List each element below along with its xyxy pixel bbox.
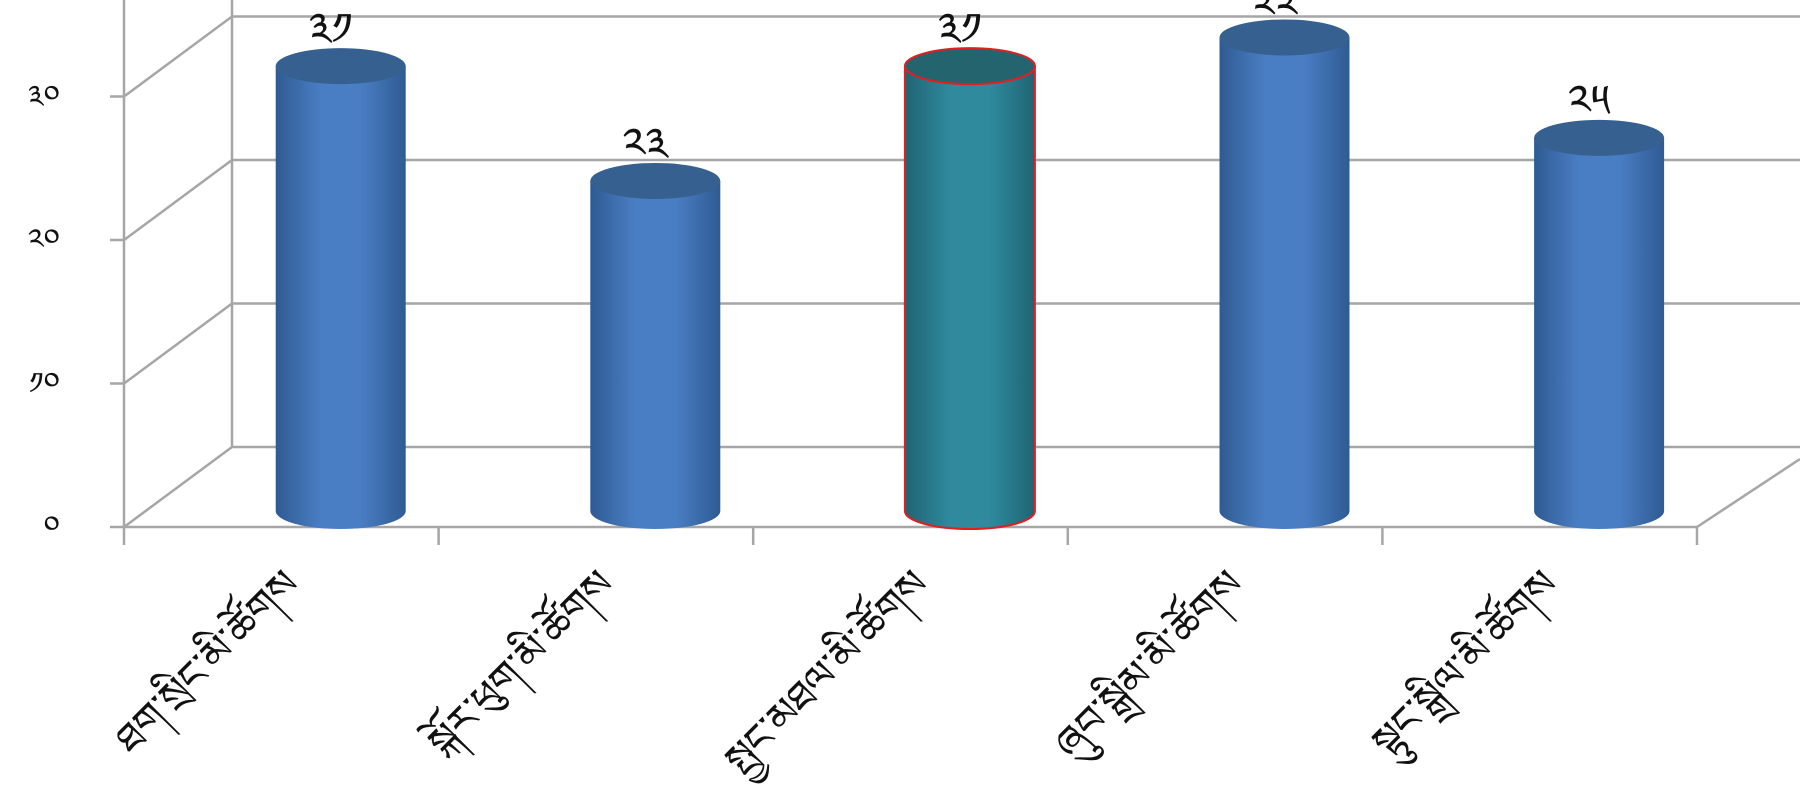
x-axis: [122, 525, 1699, 545]
bar-top: [275, 48, 406, 85]
category-label-3: སྤྱང་མཐལ་མི་ཚོགས: [708, 554, 945, 791]
bar-1: [275, 48, 406, 530]
bar-series: [275, 19, 1665, 530]
data-label-1: ༣༡: [309, 4, 353, 55]
category-label-4: ཞུབ་སྒྲིམ་མི་ཚོགས: [1038, 554, 1258, 774]
bar-4: [1219, 19, 1350, 529]
bar-top: [903, 47, 1036, 86]
bar-body: [590, 180, 721, 529]
bar-body: [903, 65, 1036, 530]
bar-top: [1219, 19, 1350, 56]
category-labels: ཐག་སྲིང་མི་ཚོགས སྐོར་ཕུག་མི་ཚོགས སྤྱང་མཐལ་…: [99, 554, 1575, 791]
side-diagonal-30: [123, 15, 233, 98]
data-label-5: ༢༥: [1568, 76, 1611, 127]
side-diagonal-20: [123, 158, 233, 242]
y-tick-label: ༣༠: [28, 80, 60, 115]
y-axis-ticks: ༠ ༡༠ ༢༠ ༣༠: [28, 0, 126, 545]
bar-body: [275, 66, 406, 530]
category-label-2: སྐོར་ཕུག་མི་ཚོགས: [411, 554, 629, 772]
bar-top: [590, 162, 721, 199]
data-label-3: ༣༡: [938, 4, 982, 55]
bar-2: [590, 162, 721, 529]
data-labels: ༣༡ ༢༣ ༣༡ ༣༣ ༢༥: [309, 0, 1611, 170]
data-label-2: ༢༣: [623, 119, 670, 170]
category-label-5: སྟུང་སྒྲིལ་མི་ཚོགས: [1355, 554, 1575, 774]
y-tick-label: ༡༠: [29, 367, 60, 402]
bar-3: [903, 47, 1036, 530]
data-label-4: ༣༣: [1252, 0, 1299, 26]
y-tick-label: ༢༠: [28, 223, 60, 258]
side-diagonal-0: [123, 445, 233, 529]
category-label-1: ཐག་སྲིང་མི་ཚོགས: [99, 554, 315, 770]
y-tick-label: ༠: [44, 510, 60, 545]
floor-right-edge: [1696, 457, 1800, 529]
bar-top: [1534, 119, 1665, 156]
side-diagonal-10: [123, 302, 233, 385]
bar-5: [1534, 119, 1665, 529]
bar-body: [1534, 137, 1665, 529]
bar-body: [1219, 37, 1350, 529]
